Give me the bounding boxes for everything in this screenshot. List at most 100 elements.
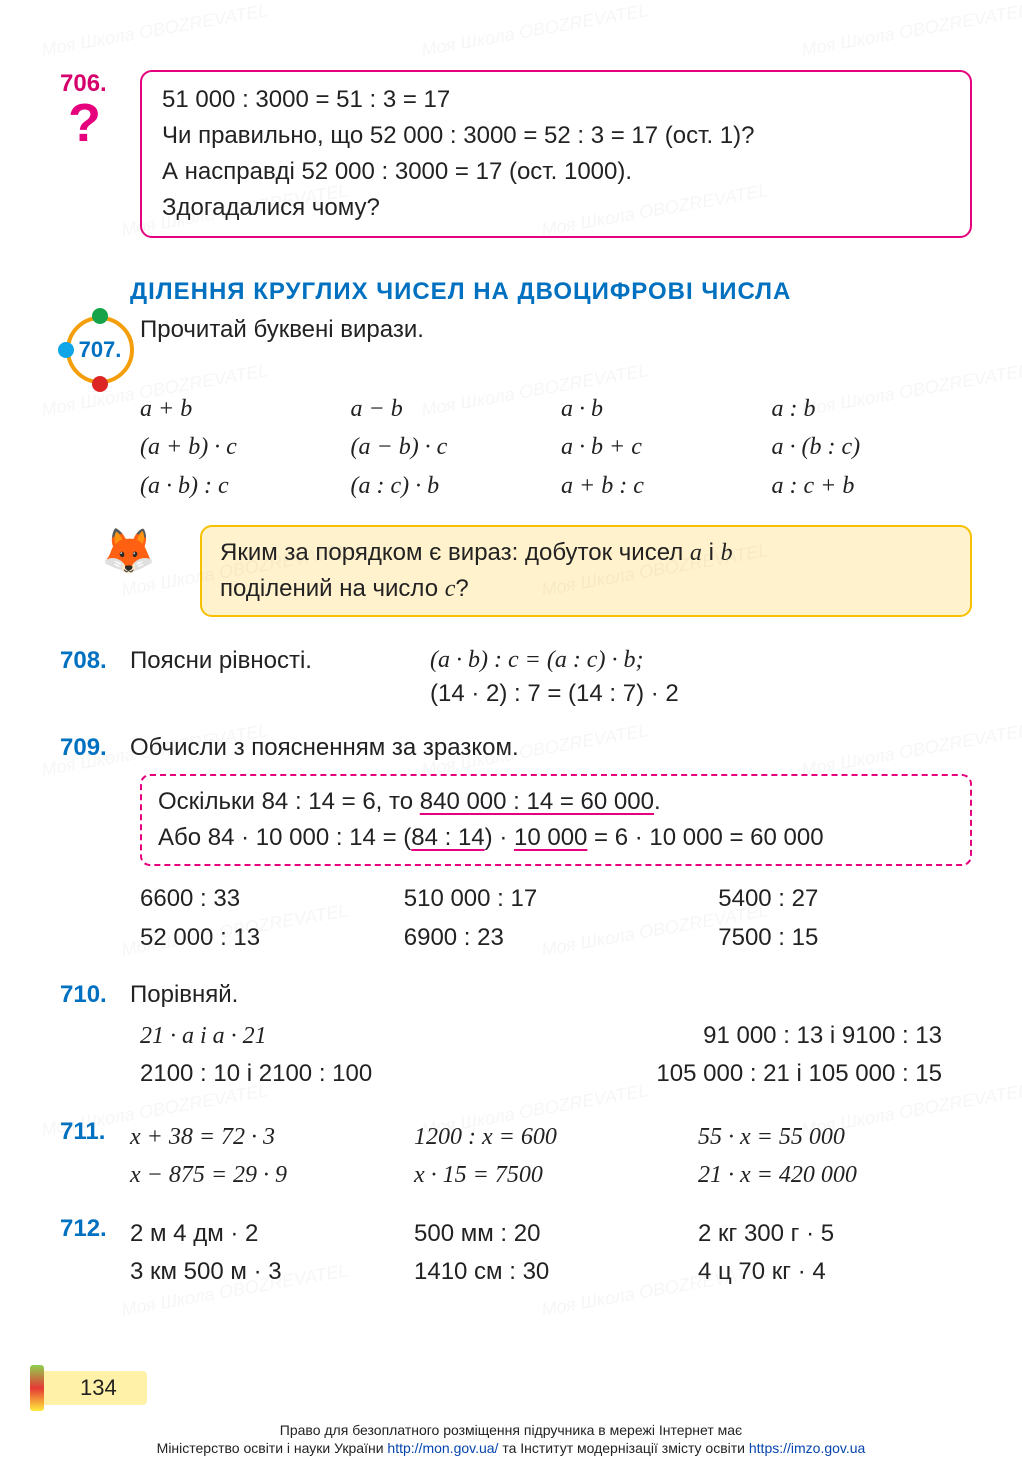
footer-text: Міністерство освіти і науки України xyxy=(157,1440,388,1456)
text: Або 84 · 10 000 : 14 = ( xyxy=(158,824,411,851)
expr: 1410 см : 30 xyxy=(414,1253,688,1291)
expr: a + b : c xyxy=(561,467,762,505)
task-707-prompt: Прочитай буквені вирази. xyxy=(140,316,972,344)
equation: (14 · 2) : 7 = (14 : 7) · 2 xyxy=(430,680,972,708)
task-711: 711. x + 38 = 72 · 3 x − 875 = 29 · 9 12… xyxy=(60,1118,972,1195)
expr: 500 мм : 20 xyxy=(414,1215,688,1253)
expr: 4 ц 70 кг · 4 xyxy=(698,1253,972,1291)
expr: a · b + c xyxy=(561,428,762,466)
task-707-grid: a + b a − b a · b a : b (a + b) · c (a −… xyxy=(140,390,972,505)
hint-text: поділений на число xyxy=(220,575,445,602)
hint-text: ? xyxy=(455,575,468,602)
watermark: Моя Школа OBOZREVATEL xyxy=(420,0,650,61)
task-number: 709. xyxy=(60,734,130,762)
fox-icon xyxy=(95,525,165,585)
hint-var: b xyxy=(721,540,733,566)
task-707-hint: Яким за порядком є вираз: добуток чисел … xyxy=(60,525,972,617)
section-title: ДІЛЕННЯ КРУГЛИХ ЧИСЕЛ НА ДВОЦИФРОВІ ЧИСЛ… xyxy=(130,278,972,306)
footer-text: та Інститут модернізації змісту освіти xyxy=(498,1440,748,1456)
hint-var: c xyxy=(445,576,456,602)
expr: a · (b : c) xyxy=(772,428,973,466)
expr: 6900 : 23 xyxy=(404,919,709,957)
expr: a : c + b xyxy=(772,467,973,505)
expr: (a + b) · c xyxy=(140,428,341,466)
task-712: 712. 2 м 4 дм · 2 3 км 500 м · 3 500 мм … xyxy=(60,1215,972,1292)
page-number-tab: 134 xyxy=(30,1371,147,1405)
task-number: 708. xyxy=(60,647,130,675)
expr: 2 м 4 дм · 2 xyxy=(130,1215,404,1253)
hint-line: Яким за порядком є вираз: добуток чисел … xyxy=(220,535,952,571)
text: ) · xyxy=(485,824,514,851)
hint-text: Яким за порядком є вираз: добуток чисел xyxy=(220,539,690,566)
watermark: Моя Школа OBOZREVATEL xyxy=(40,0,270,61)
task-706-box: 51 000 : 3000 = 51 : 3 = 17 Чи правильно… xyxy=(140,70,972,238)
expr: 510 000 : 17 xyxy=(404,880,709,918)
task-number: 710. xyxy=(60,981,130,1009)
compare-expr: 21 · a і a · 21 xyxy=(140,1017,551,1055)
footer-link[interactable]: https://imzo.gov.ua xyxy=(749,1440,865,1456)
task-709: 709. Обчисли з поясненням за зразком. xyxy=(60,734,972,762)
expr: 2 кг 300 г · 5 xyxy=(698,1215,972,1253)
hint-line: поділений на число c? xyxy=(220,571,952,607)
question-girl-icon xyxy=(60,98,110,168)
expr: a : b xyxy=(772,390,973,428)
expr: a · b xyxy=(561,390,762,428)
task-706-line: А насправді 52 000 : 3000 = 17 (ост. 100… xyxy=(162,154,950,190)
task-708-prompt: Поясни рівності. xyxy=(130,647,430,708)
hint-text: і xyxy=(702,539,721,566)
task-707: 707. Прочитай буквені вирази. xyxy=(60,316,972,384)
equation: x − 875 = 29 · 9 xyxy=(130,1156,404,1194)
footer-line: Міністерство освіти і науки України http… xyxy=(0,1439,1022,1457)
expr: 52 000 : 13 xyxy=(140,919,394,957)
hint-box: Яким за порядком є вираз: добуток чисел … xyxy=(200,525,972,617)
task-706-line: 51 000 : 3000 = 51 : 3 = 17 xyxy=(162,82,950,118)
page-footer: Право для безоплатного розміщення підруч… xyxy=(0,1421,1022,1457)
task-709-example-box: Оскільки 84 : 14 = 6, то 840 000 : 14 = … xyxy=(140,774,972,866)
task-709-grid: 6600 : 33 510 000 : 17 5400 : 27 52 000 … xyxy=(140,880,972,957)
equation: 55 · x = 55 000 xyxy=(698,1118,972,1156)
equation: 1200 : x = 600 xyxy=(414,1118,688,1156)
task-710: 710. Порівняй. xyxy=(60,981,972,1009)
textbook-page: Моя Школа OBOZREVATEL Моя Школа OBOZREVA… xyxy=(0,0,1022,1465)
task-711-grid: x + 38 = 72 · 3 x − 875 = 29 · 9 1200 : … xyxy=(130,1118,972,1195)
compare-expr: 2100 : 10 і 2100 : 100 xyxy=(140,1055,551,1093)
task-number: 711. xyxy=(60,1118,130,1146)
expr: (a − b) · c xyxy=(351,428,552,466)
equation: (a · b) : c = (a : c) · b; xyxy=(430,647,972,674)
expr: 3 км 500 м · 3 xyxy=(130,1253,404,1291)
task-708: 708. Поясни рівності. (a · b) : c = (a :… xyxy=(60,647,972,708)
compare-expr: 105 000 : 21 і 105 000 : 15 xyxy=(561,1055,942,1093)
task-706-line: Чи правильно, що 52 000 : 3000 = 52 : 3 … xyxy=(162,118,950,154)
task-710-grid: 21 · a і a · 21 2100 : 10 і 2100 : 100 9… xyxy=(140,1017,972,1094)
expr: 5400 : 27 xyxy=(718,880,972,918)
expr: 6600 : 33 xyxy=(140,880,394,918)
footer-line: Право для безоплатного розміщення підруч… xyxy=(0,1421,1022,1439)
expr: 7500 : 15 xyxy=(718,919,972,957)
underlined: 84 : 14 xyxy=(411,824,484,851)
footer-link[interactable]: http://mon.gov.ua/ xyxy=(387,1440,498,1456)
task-706-line: Здогадалися чому? xyxy=(162,190,950,226)
expr: (a : c) · b xyxy=(351,467,552,505)
text: Оскільки 84 : 14 = 6, то xyxy=(158,788,420,815)
task-712-grid: 2 м 4 дм · 2 3 км 500 м · 3 500 мм : 20 … xyxy=(130,1215,972,1292)
task-710-prompt: Порівняй. xyxy=(130,981,238,1009)
task-706: 706. 51 000 : 3000 = 51 : 3 = 17 Чи прав… xyxy=(60,70,972,238)
text: = 6 · 10 000 = 60 000 xyxy=(587,824,823,851)
equation: x + 38 = 72 · 3 xyxy=(130,1118,404,1156)
hint-var: a xyxy=(690,540,702,566)
example-line: Оскільки 84 : 14 = 6, то 840 000 : 14 = … xyxy=(158,784,954,820)
underlined: 10 000 xyxy=(514,824,587,851)
task-number: 712. xyxy=(60,1215,130,1243)
expr: (a · b) : c xyxy=(140,467,341,505)
example-line: Або 84 · 10 000 : 14 = (84 : 14) · 10 00… xyxy=(158,820,954,856)
expr: a − b xyxy=(351,390,552,428)
watermark: Моя Школа OBOZREVATEL xyxy=(800,0,1022,61)
task-709-prompt: Обчисли з поясненням за зразком. xyxy=(130,734,519,762)
equation: 21 · x = 420 000 xyxy=(698,1156,972,1194)
text: . xyxy=(654,788,661,815)
compare-expr: 91 000 : 13 і 9100 : 13 xyxy=(561,1017,942,1055)
equation: x · 15 = 7500 xyxy=(414,1156,688,1194)
expr: a + b xyxy=(140,390,341,428)
page-number: 134 xyxy=(80,1375,117,1400)
badge-707-icon: 707. xyxy=(66,316,134,384)
